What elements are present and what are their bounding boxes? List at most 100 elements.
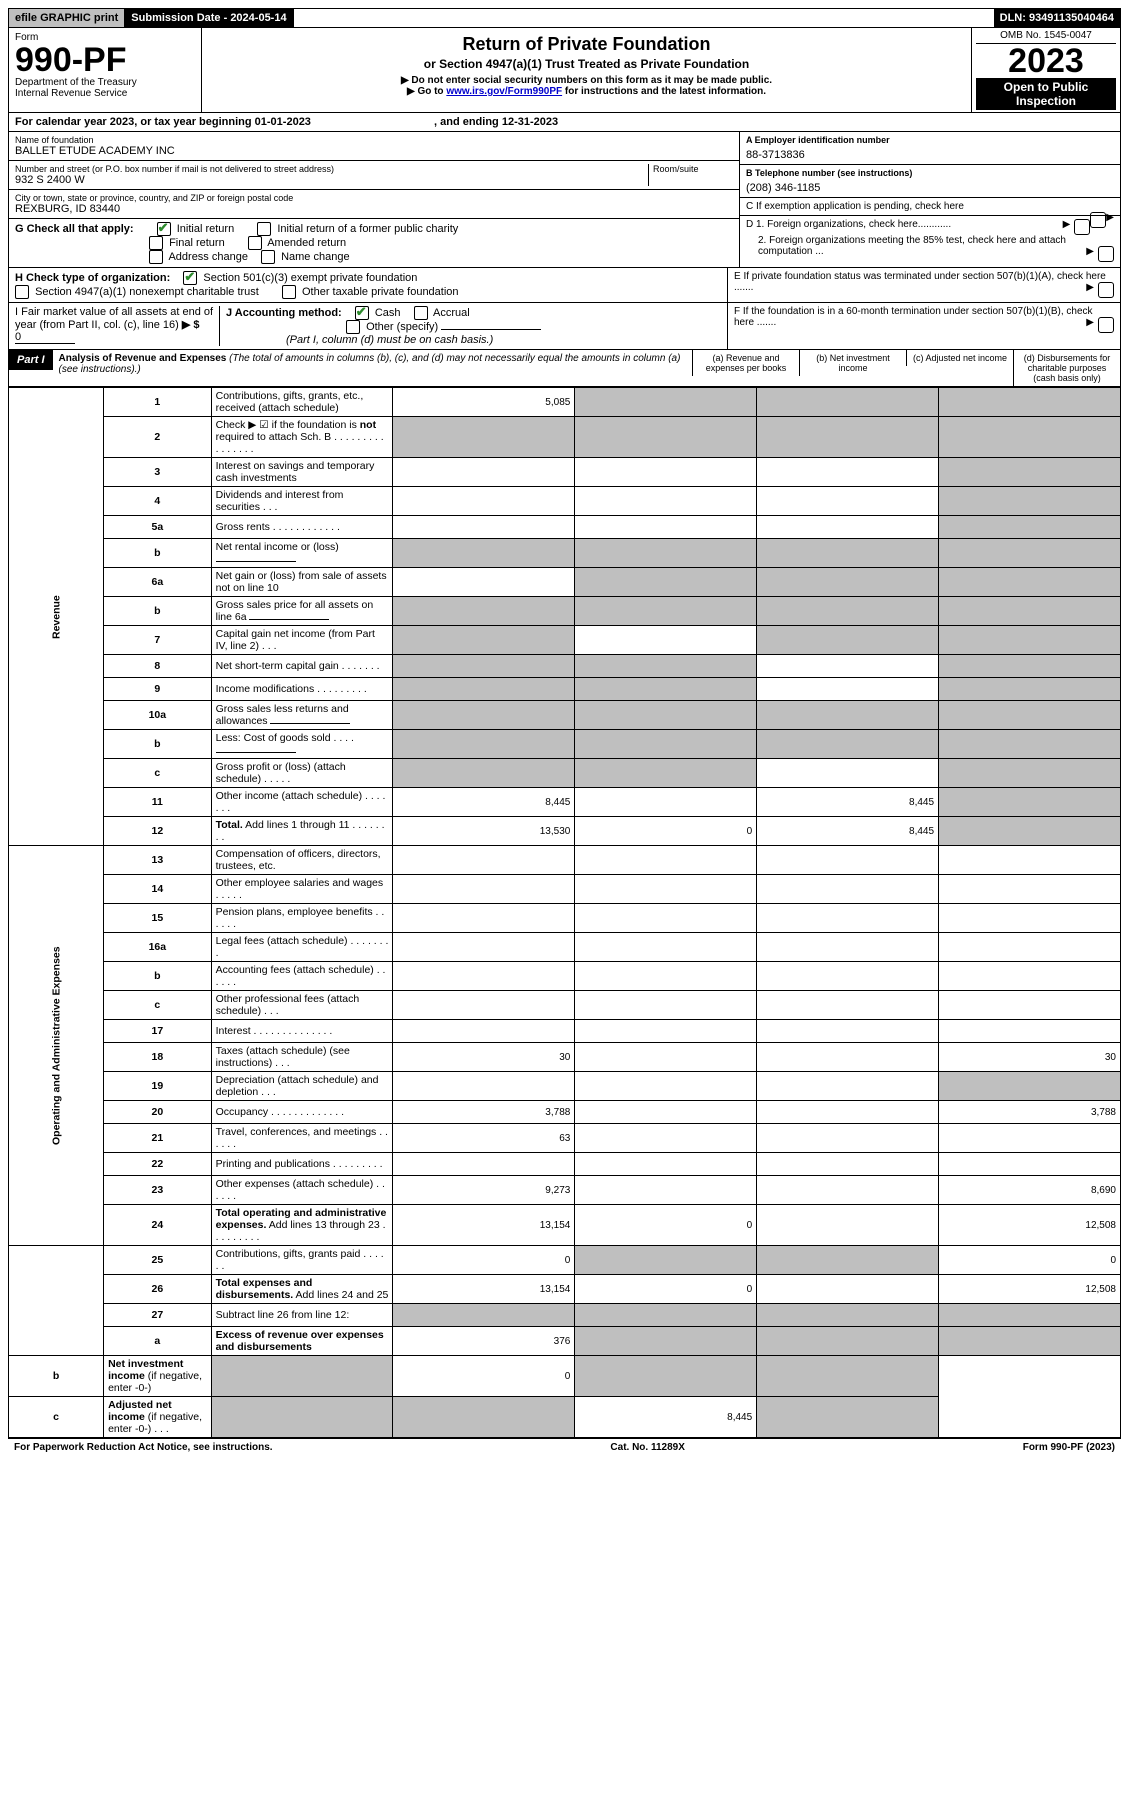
addr-label: Number and street (or P.O. box number if… — [15, 164, 648, 174]
info-right: A Employer identification number 88-3713… — [739, 132, 1120, 267]
row-number: a — [104, 1327, 212, 1356]
cell-value: 0 — [575, 1205, 757, 1246]
cell-value — [393, 1304, 575, 1327]
cell-value — [757, 701, 939, 730]
cell-value — [757, 1356, 939, 1397]
chk-foreign-org[interactable] — [1074, 219, 1090, 235]
chk-other-taxable[interactable] — [282, 285, 296, 299]
row-description: Net short-term capital gain . . . . . . … — [211, 655, 393, 678]
cell-value — [757, 678, 939, 701]
row-description: Dividends and interest from securities .… — [211, 487, 393, 516]
table-row: 15Pension plans, employee benefits . . .… — [9, 904, 1121, 933]
cell-value — [939, 904, 1121, 933]
cell-value — [393, 1020, 575, 1043]
part1-label: Part I — [9, 350, 53, 370]
address-cell: Number and street (or P.O. box number if… — [9, 161, 739, 190]
cell-value: 12,508 — [939, 1275, 1121, 1304]
cell-value — [757, 875, 939, 904]
g-address: Address change — [168, 251, 248, 263]
table-row: 6aNet gain or (loss) from sale of assets… — [9, 568, 1121, 597]
chk-name-change[interactable] — [261, 250, 275, 264]
table-row: 24Total operating and administrative exp… — [9, 1205, 1121, 1246]
cell-value — [393, 962, 575, 991]
cell-value — [757, 730, 939, 759]
row-description: Interest on savings and temporary cash i… — [211, 458, 393, 487]
phone-value: (208) 346-1185 — [746, 182, 1114, 194]
col-c-header: (c) Adjusted net income — [906, 350, 1013, 366]
table-row: bGross sales price for all assets on lin… — [9, 597, 1121, 626]
chk-501c3[interactable] — [183, 271, 197, 285]
top-bar: efile GRAPHIC print Submission Date - 20… — [8, 8, 1121, 28]
cell-value — [393, 846, 575, 875]
chk-status-terminated[interactable] — [1098, 282, 1114, 298]
chk-cash[interactable] — [355, 306, 369, 320]
row-description: Printing and publications . . . . . . . … — [211, 1153, 393, 1176]
row-description: Taxes (attach schedule) (see instruction… — [211, 1043, 393, 1072]
name-label: Name of foundation — [15, 135, 733, 145]
j-label: J Accounting method: — [226, 307, 342, 319]
cell-value: 8,445 — [757, 788, 939, 817]
efile-print-button[interactable]: efile GRAPHIC print — [9, 9, 125, 27]
cell-value — [575, 539, 757, 568]
j-note: (Part I, column (d) must be on cash basi… — [286, 334, 493, 346]
chk-4947[interactable] — [15, 285, 29, 299]
row-description: Net rental income or (loss) — [211, 539, 393, 568]
chk-amended-return[interactable] — [248, 236, 262, 250]
cell-value — [575, 1124, 757, 1153]
d1-label: D 1. Foreign organizations, check here..… — [746, 219, 951, 230]
dept-treasury: Department of the Treasury — [15, 77, 195, 88]
table-row: 23Other expenses (attach schedule) . . .… — [9, 1176, 1121, 1205]
cell-value — [757, 1246, 939, 1275]
cell-value — [575, 1101, 757, 1124]
cell-value — [757, 568, 939, 597]
row-description: Capital gain net income (from Part IV, l… — [211, 626, 393, 655]
table-row: 14Other employee salaries and wages . . … — [9, 875, 1121, 904]
i-arrow: ▶ $ — [182, 319, 200, 331]
cell-value — [393, 701, 575, 730]
chk-final-return[interactable] — [149, 236, 163, 250]
form990pf-link[interactable]: www.irs.gov/Form990PF — [446, 86, 562, 97]
irs-label: Internal Revenue Service — [15, 88, 195, 99]
phone-label: B Telephone number (see instructions) — [746, 168, 1114, 178]
cell-value: 0 — [575, 1275, 757, 1304]
other-specify-field[interactable] — [441, 329, 541, 330]
info-left: Name of foundation BALLET ETUDE ACADEMY … — [9, 132, 739, 267]
row-number: 1 — [104, 388, 212, 417]
chk-initial-former[interactable] — [257, 222, 271, 236]
table-row: 5aGross rents . . . . . . . . . . . . — [9, 516, 1121, 539]
row-number: 13 — [104, 846, 212, 875]
row-number: 25 — [104, 1246, 212, 1275]
form-header: Form 990-PF Department of the Treasury I… — [8, 28, 1121, 113]
cell-value — [939, 1153, 1121, 1176]
cell-value — [575, 759, 757, 788]
row-number: 24 — [104, 1205, 212, 1246]
j-cash: Cash — [375, 307, 401, 319]
section-ij-f: I Fair market value of all assets at end… — [8, 303, 1121, 350]
cell-value — [939, 817, 1121, 846]
chk-accrual[interactable] — [414, 306, 428, 320]
cell-value — [939, 568, 1121, 597]
tax-year: 2023 — [976, 44, 1116, 78]
chk-initial-return[interactable] — [157, 222, 171, 236]
cell-value: 12,508 — [939, 1205, 1121, 1246]
cell-value — [393, 759, 575, 788]
row-description: Subtract line 26 from line 12: — [211, 1304, 393, 1327]
cell-value: 5,085 — [393, 388, 575, 417]
chk-exemption-pending[interactable] — [1090, 212, 1106, 228]
chk-foreign-85[interactable] — [1098, 246, 1114, 262]
cell-value — [393, 875, 575, 904]
section-ij: I Fair market value of all assets at end… — [9, 303, 728, 349]
cell-value — [939, 487, 1121, 516]
cell-value — [939, 1124, 1121, 1153]
row-number: 26 — [104, 1275, 212, 1304]
chk-address-change[interactable] — [149, 250, 163, 264]
section-h-e: H Check type of organization: Section 50… — [8, 268, 1121, 303]
chk-other-method[interactable] — [346, 320, 360, 334]
cell-value — [757, 846, 939, 875]
arrow-icon: ▶ — [1086, 317, 1094, 328]
cell-value — [575, 1176, 757, 1205]
cell-value — [575, 933, 757, 962]
chk-60-month[interactable] — [1098, 317, 1114, 333]
cell-value — [393, 904, 575, 933]
table-row: 17Interest . . . . . . . . . . . . . . — [9, 1020, 1121, 1043]
